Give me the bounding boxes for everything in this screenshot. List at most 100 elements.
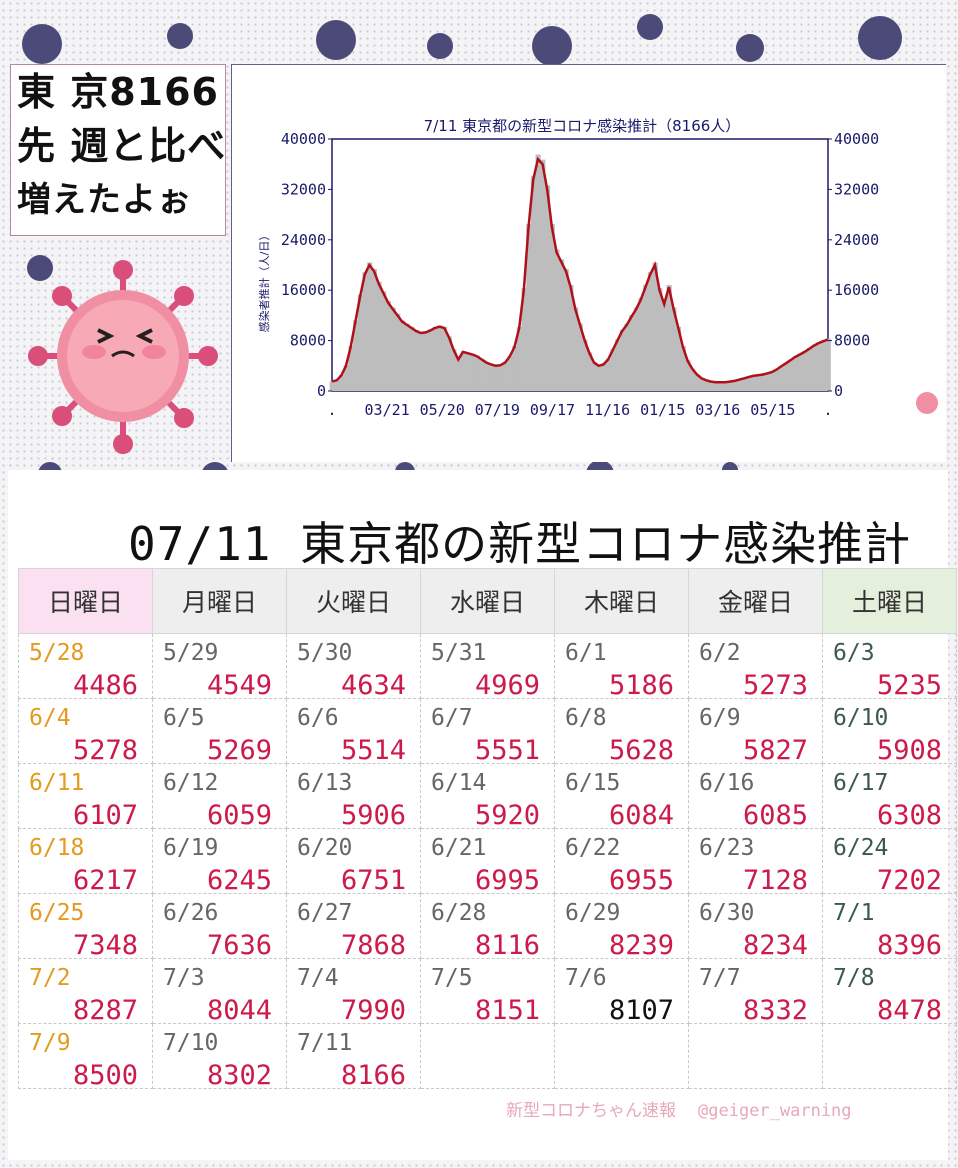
day-cell: 7/10 8302	[152, 1023, 287, 1091]
day-cell: 7/11 8166	[286, 1023, 421, 1091]
data-bar	[657, 288, 663, 391]
y-axis-label: 感染者推計（人/日）	[257, 230, 271, 333]
day-cell: 6/28 8116	[420, 893, 555, 961]
day-cell: 6/23 7128	[688, 828, 823, 896]
day-cell: 6/6 5514	[286, 698, 421, 766]
y-tick-label: 0	[317, 382, 326, 400]
cell-value: 7636	[206, 930, 272, 961]
x-tick-label: 11/16	[585, 401, 630, 419]
data-bar	[577, 323, 583, 391]
data-bar	[348, 346, 354, 391]
day-cell: 6/8 5628	[554, 698, 689, 766]
cell-date: 6/25	[29, 900, 85, 926]
x-tick-label: 03/16	[695, 401, 740, 419]
day-cell: 7/8 8478	[822, 958, 957, 1026]
day-cell: 6/19 6245	[152, 828, 287, 896]
data-bar	[601, 364, 607, 391]
data-bar	[736, 379, 742, 391]
cell-date: 7/3	[163, 965, 205, 991]
cell-value: 6084	[608, 800, 674, 831]
trend-line	[331, 156, 829, 384]
data-bar	[432, 326, 438, 391]
cell-date: 7/5	[431, 965, 473, 991]
data-bar	[334, 380, 340, 391]
cell-value: 4634	[340, 670, 406, 701]
cell-date: 6/7	[431, 705, 473, 731]
day-cell	[420, 1023, 555, 1089]
y-tick-label: 24000	[281, 231, 326, 249]
y-tick-label: 8000	[834, 332, 870, 350]
weekday-header: 木曜日	[554, 568, 689, 634]
data-bar	[381, 291, 387, 391]
data-bar	[610, 349, 616, 391]
cell-date: 6/13	[297, 770, 353, 796]
data-bar	[806, 347, 813, 391]
cell-date: 7/8	[833, 965, 875, 991]
data-bar	[638, 297, 644, 391]
y-tick-label: 16000	[834, 281, 879, 299]
y-tick-label: 24000	[834, 231, 879, 249]
data-bar	[689, 368, 696, 391]
cell-date: 6/14	[431, 770, 487, 796]
data-bar	[596, 365, 602, 391]
day-cell: 6/27 7868	[286, 893, 421, 961]
cell-value: 6107	[72, 800, 138, 831]
day-cell: 6/15 6084	[554, 763, 689, 831]
data-bar	[572, 307, 579, 391]
data-bar	[395, 313, 401, 391]
day-cell: 7/6 8107	[554, 958, 689, 1026]
y-tick-label: 32000	[834, 180, 879, 198]
day-cell: 6/2 5273	[688, 633, 823, 701]
cell-date: 6/20	[297, 835, 353, 861]
data-bar	[633, 307, 639, 391]
data-bar	[479, 358, 485, 391]
cell-date: 6/6	[297, 705, 339, 731]
cell-value: 7868	[340, 930, 406, 961]
day-cell: 7/1 8396	[822, 893, 957, 961]
cell-value: 7990	[340, 995, 406, 1026]
day-cell: 6/29 8239	[554, 893, 689, 961]
data-bar	[685, 360, 691, 391]
data-bar	[343, 365, 349, 391]
data-bar	[816, 342, 822, 391]
cell-date: 7/1	[833, 900, 875, 926]
footer-handle: @geiger_warning	[698, 1101, 852, 1121]
x-tick-label: 07/19	[475, 401, 520, 419]
data-bar	[615, 339, 621, 391]
data-bar	[675, 326, 682, 391]
cell-value: 8044	[206, 995, 272, 1026]
data-bar	[353, 320, 359, 391]
data-bar	[456, 358, 462, 391]
cell-value: 4549	[206, 670, 272, 701]
data-bar	[666, 284, 672, 391]
data-bar	[390, 307, 396, 391]
data-bar	[792, 356, 799, 391]
data-bar	[746, 376, 752, 391]
data-bar	[465, 352, 471, 391]
data-bar	[441, 326, 448, 391]
cell-value: 5514	[340, 735, 406, 766]
day-cell: 5/30 4634	[286, 633, 421, 701]
data-bar	[671, 307, 677, 391]
data-bar	[694, 374, 700, 391]
x-tick-label: 09/17	[530, 401, 575, 419]
day-cell: 6/13 5906	[286, 763, 421, 831]
cell-value: 8478	[876, 995, 942, 1026]
cell-value: 5920	[474, 800, 540, 831]
x-tick-label: 05/15	[750, 401, 795, 419]
data-bar	[619, 329, 625, 391]
day-cell: 6/18 6217	[18, 828, 153, 896]
data-bar	[493, 365, 499, 391]
data-bar	[516, 326, 523, 391]
cell-date: 6/17	[833, 770, 889, 796]
data-bar	[820, 340, 827, 391]
x-tick-label: .	[823, 401, 832, 419]
data-bar	[339, 374, 345, 391]
cell-date: 6/22	[565, 835, 621, 861]
cell-date: 6/21	[431, 835, 487, 861]
data-bar	[530, 175, 537, 391]
speech-line: 先 週と比べ	[17, 124, 227, 168]
y-tick-label: 0	[834, 382, 843, 400]
table-row: 7/2 8287 7/3 8044 7/4 7990 7/5 8151 7/6 8107 7/7 83…	[18, 958, 957, 1026]
data-bar	[760, 374, 766, 391]
